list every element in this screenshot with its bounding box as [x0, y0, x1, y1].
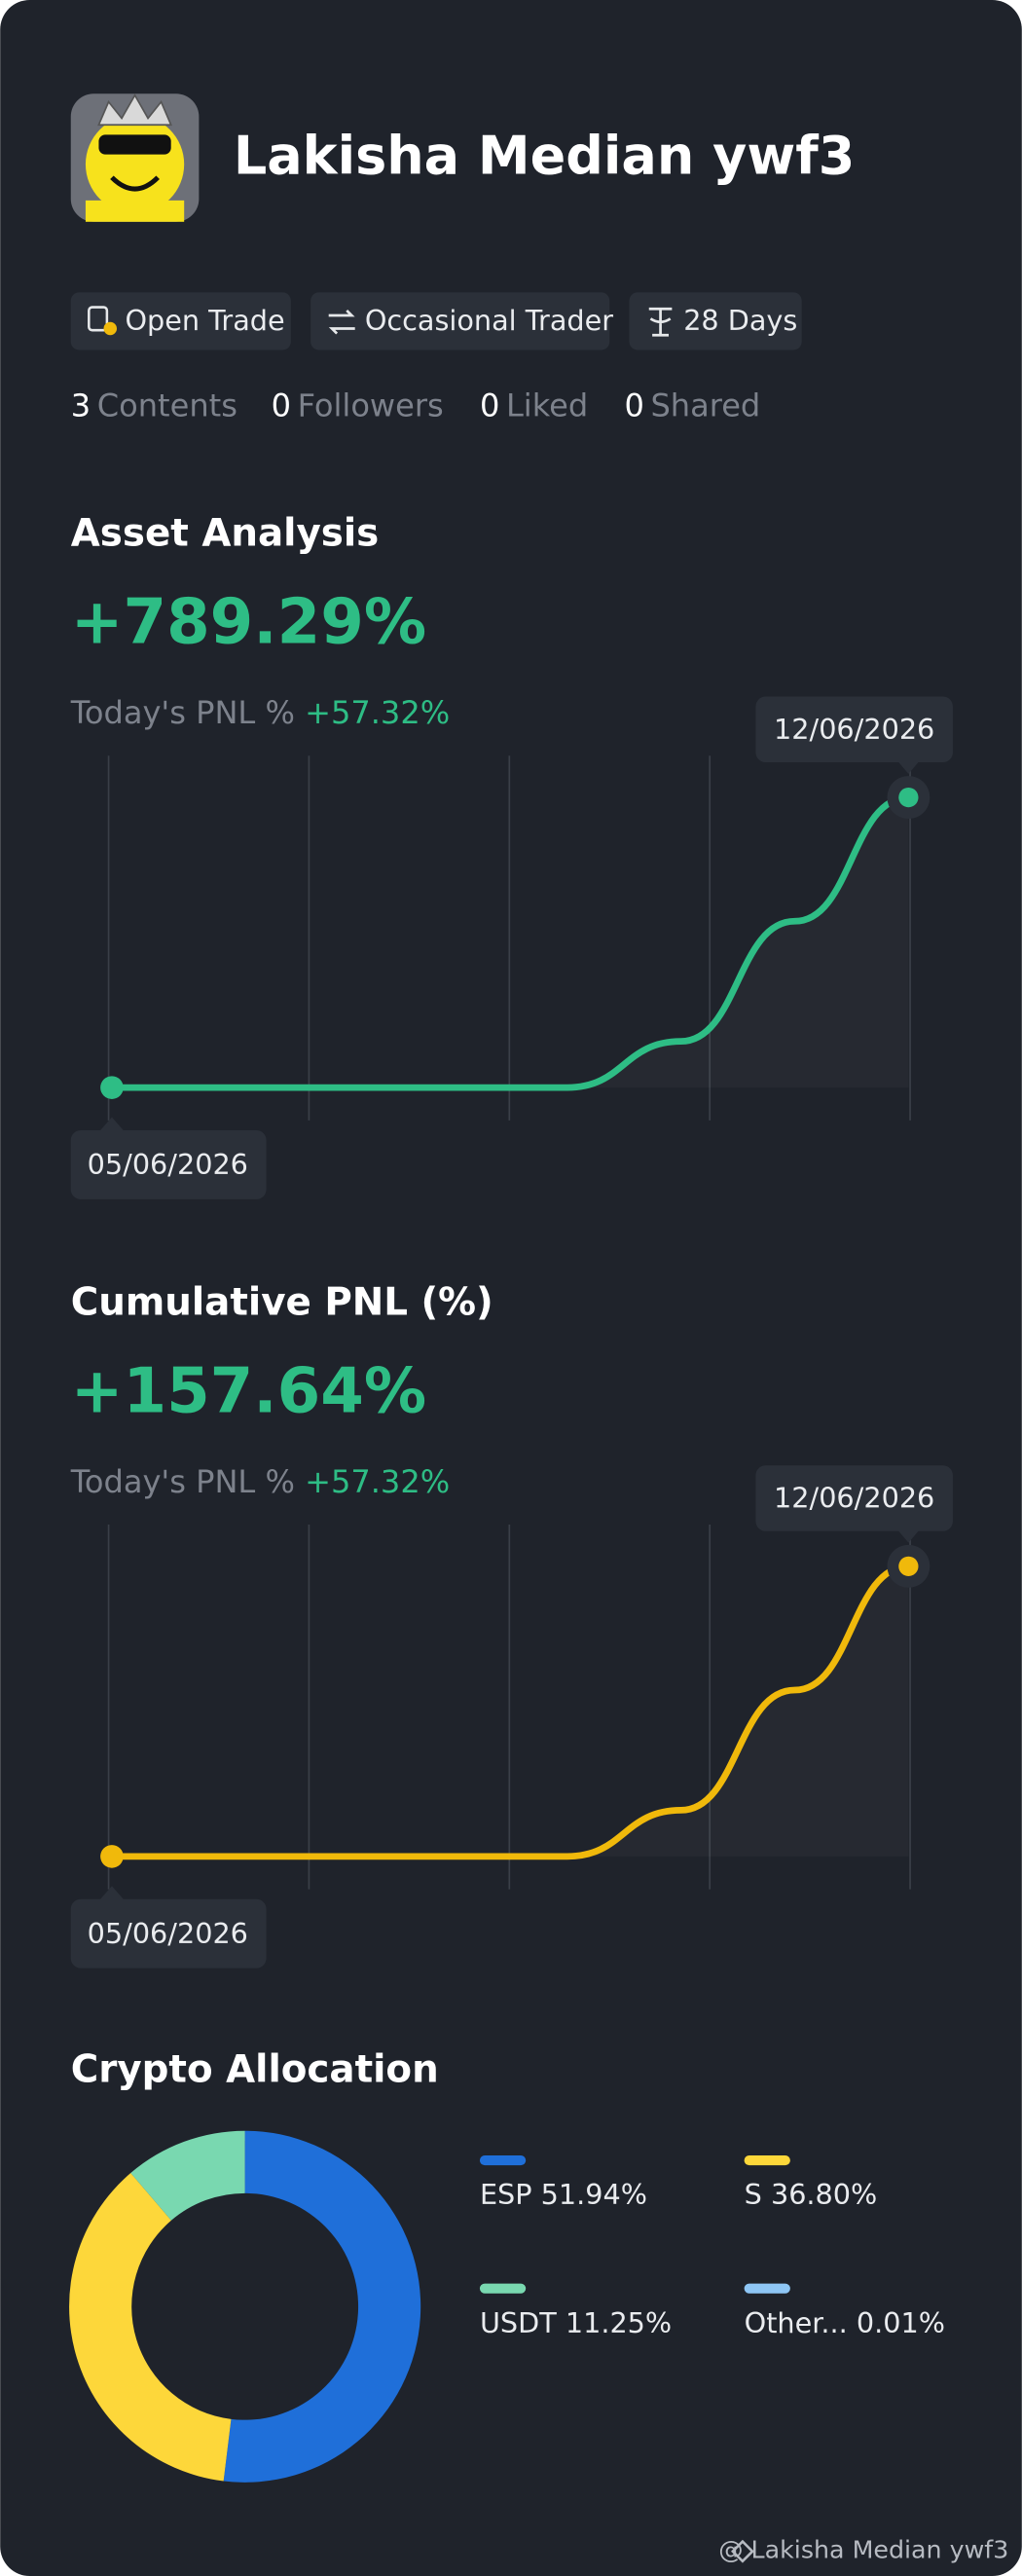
- stat-count: 3: [71, 387, 91, 424]
- legend-swatch: [744, 2283, 790, 2294]
- legend-swatch: [479, 2155, 527, 2166]
- date-label: 12/06/2026: [774, 713, 934, 746]
- section-title: Asset Analysis: [71, 512, 379, 556]
- date-label: 05/06/2026: [88, 1148, 248, 1181]
- legend-value: 36.80%: [771, 2178, 877, 2211]
- line: [108, 1563, 912, 1860]
- point: [898, 1556, 919, 1576]
- date-label: 05/06/2026: [88, 1917, 248, 1950]
- date-tooltip: [70, 1886, 267, 1969]
- legend-label: Other...: [745, 2306, 848, 2339]
- headline-value: +157.64%: [71, 1354, 426, 1427]
- badge: [310, 292, 610, 350]
- stat-label: Shared: [650, 387, 760, 424]
- legend-swatch: [479, 2283, 527, 2294]
- pie-slice: [223, 2130, 421, 2483]
- legend-label: USDT: [480, 2306, 557, 2339]
- point: [100, 1845, 124, 1868]
- point: [100, 1076, 124, 1099]
- legend-entry: Other... 0.01%: [745, 2306, 945, 2339]
- section-title: Crypto Allocation: [71, 2047, 439, 2091]
- footer-logo: [731, 2539, 754, 2563]
- section-title: Cumulative PNL (%): [71, 1280, 493, 1324]
- today-pnl-value: +57.32%: [305, 1463, 450, 1500]
- legend-entry: ESP 51.94%: [480, 2178, 647, 2211]
- badge-label: 28 Days: [683, 304, 797, 337]
- pie-slice: [69, 2173, 232, 2482]
- legend-swatch: [744, 2155, 790, 2166]
- point: [898, 787, 919, 808]
- legend-label: ESP: [480, 2178, 532, 2211]
- stat-count: 0: [624, 387, 643, 424]
- today-pnl: Today's PNL % +57.32%: [70, 1463, 450, 1500]
- footer: @ Lakisha Median ywf3: [718, 2536, 1008, 2564]
- badge-label: Occasional Trader: [365, 304, 613, 337]
- badge-icon: [648, 307, 673, 337]
- today-pnl: Today's PNL % +57.32%: [70, 694, 450, 731]
- badge-label: Open Trade: [125, 304, 284, 337]
- legend-value: 11.25%: [566, 2306, 672, 2339]
- stat-label: Contents: [97, 387, 237, 424]
- badge: [70, 292, 291, 350]
- stat-count: 0: [480, 387, 499, 424]
- legend-entry: S 36.80%: [745, 2178, 878, 2211]
- date-tooltip: [755, 696, 953, 774]
- legend-value: 0.01%: [857, 2306, 945, 2339]
- legend-value: 51.94%: [541, 2178, 647, 2211]
- today-pnl-label: Today's PNL %: [70, 694, 295, 731]
- line: [108, 793, 912, 1091]
- headline-value: +789.29%: [71, 586, 426, 659]
- stat-label: Followers: [298, 387, 444, 424]
- today-pnl-value: +57.32%: [305, 694, 450, 731]
- profile-name: Lakisha Median ywf3: [234, 125, 855, 186]
- date-tooltip: [755, 1465, 953, 1543]
- badge: [629, 292, 802, 350]
- date-tooltip: [70, 1117, 267, 1199]
- today-pnl-label: Today's PNL %: [70, 1463, 295, 1500]
- pie-slice: [130, 2130, 245, 2221]
- stat-count: 0: [272, 387, 291, 424]
- badge-icon: [88, 306, 109, 332]
- badge-icon: [328, 309, 355, 335]
- date-label: 12/06/2026: [774, 1482, 934, 1515]
- legend-label: S: [745, 2178, 762, 2211]
- legend-entry: USDT 11.25%: [480, 2306, 672, 2339]
- badge-icon: [103, 321, 117, 336]
- avatar: [70, 93, 200, 222]
- stat-label: Liked: [506, 387, 588, 424]
